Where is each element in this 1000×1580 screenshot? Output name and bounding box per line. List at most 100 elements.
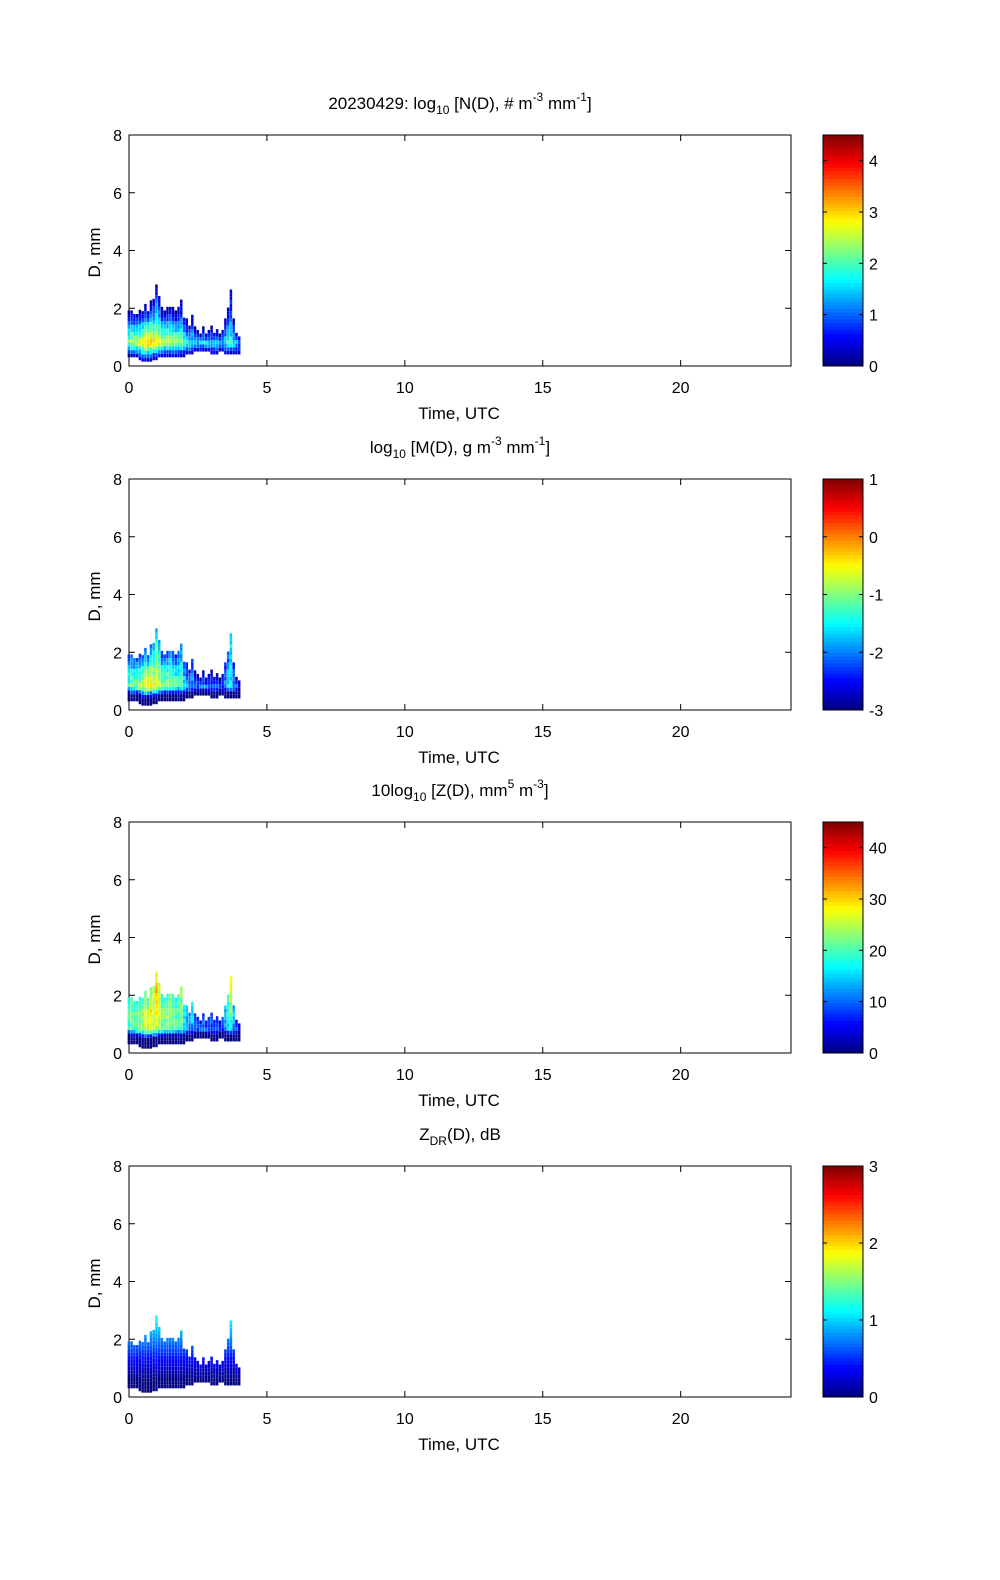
heatmap-cell: [226, 1363, 230, 1368]
heatmap-cell: [127, 353, 131, 358]
heatmap-cell: [141, 680, 144, 685]
y-axis-label: D, mm: [85, 571, 104, 621]
heatmap-cell: [157, 672, 161, 677]
heatmap-cell: [207, 1034, 211, 1039]
heatmap-cell: [146, 1349, 150, 1353]
heatmap-cell: [166, 324, 169, 329]
heatmap-cell: [191, 1001, 194, 1006]
heatmap-cell: [152, 1369, 155, 1374]
heatmap-cell: [232, 694, 235, 699]
heatmap-cell: [141, 1374, 144, 1379]
heatmap-cell: [191, 314, 194, 319]
heatmap-cell: [229, 1005, 233, 1009]
colorbar-tick-label: 20: [869, 943, 887, 960]
heatmap-cell: [144, 702, 147, 706]
heatmap-cell: [130, 317, 133, 322]
heatmap-cell: [196, 1016, 200, 1021]
colorbar-segment: [823, 160, 863, 165]
heatmap-cell: [157, 1377, 161, 1382]
heatmap-cell: [229, 983, 233, 988]
heatmap-cell: [157, 1337, 161, 1342]
colorbar-segment: [823, 540, 863, 545]
heatmap-cell: [138, 693, 142, 698]
heatmap-cell: [166, 346, 169, 351]
heatmap-cell: [202, 340, 205, 345]
heatmap-cell: [160, 683, 164, 687]
heatmap-cell: [229, 647, 233, 652]
heatmap-cell: [141, 655, 144, 659]
heatmap-cell: [160, 310, 164, 315]
heatmap-cell: [157, 665, 161, 669]
heatmap-cell: [168, 665, 172, 669]
heatmap-cell: [166, 1029, 169, 1034]
heatmap-cell: [160, 1004, 164, 1009]
heatmap-cell: [229, 987, 233, 991]
colorbar-segment: [823, 569, 863, 574]
heatmap-cell: [152, 331, 155, 335]
heatmap-cell: [152, 1362, 155, 1366]
heatmap-cell: [135, 1363, 139, 1367]
heatmap-cell: [226, 1034, 230, 1038]
heatmap-cell: [182, 1348, 186, 1353]
heatmap-cell: [160, 672, 164, 677]
heatmap-cell: [135, 1373, 139, 1378]
colorbar-segment: [823, 1267, 863, 1272]
heatmap-cell: [171, 679, 175, 684]
heatmap-cell: [144, 694, 147, 699]
heatmap-cell: [191, 1023, 194, 1028]
heatmap-cell: [180, 346, 183, 351]
heatmap-cell: [221, 344, 224, 348]
heatmap-cell: [166, 658, 169, 662]
heatmap-cell: [130, 342, 133, 347]
heatmap-cell: [141, 1023, 144, 1028]
y-axis-label: D, mm: [85, 227, 104, 277]
heatmap-cell: [221, 681, 224, 685]
heatmap-cell: [171, 335, 175, 340]
heatmap-cell: [232, 1019, 235, 1024]
heatmap-cell: [224, 340, 227, 344]
heatmap-cell: [155, 1344, 158, 1348]
title-part-title_pre: 10log: [371, 781, 413, 800]
heatmap-cell: [163, 1381, 166, 1385]
heatmap-cell: [141, 332, 144, 337]
heatmap-cell: [199, 1364, 202, 1369]
x-tick-label: 20: [672, 724, 690, 741]
title-part-title_sub: DR: [430, 1134, 448, 1148]
heatmap-cell: [135, 1384, 139, 1389]
heatmap-cell: [229, 318, 233, 322]
heatmap-cell: [155, 306, 158, 310]
heatmap-cell: [171, 1355, 175, 1360]
heatmap-cell: [141, 343, 144, 348]
heatmap-cell: [155, 1380, 158, 1385]
colorbar-segment: [823, 250, 863, 255]
title-part-title_post: [Z(D), mm: [426, 781, 507, 800]
heatmap-cell: [180, 1345, 183, 1349]
heatmap-cell: [133, 317, 136, 322]
colorbar-segment: [823, 645, 863, 650]
heatmap-cell: [166, 1022, 169, 1027]
heatmap-cell: [168, 1341, 172, 1346]
heatmap-cell: [149, 702, 153, 706]
heatmap-cell: [155, 298, 158, 303]
heatmap-cell: [149, 1345, 153, 1350]
heatmap-cell: [138, 1365, 142, 1370]
heatmap-cell: [229, 1016, 233, 1020]
heatmap-cell: [215, 343, 219, 348]
heatmap-cell: [168, 324, 172, 329]
heatmap-cell: [188, 687, 191, 692]
heatmap-cell: [182, 328, 186, 333]
heatmap-cell: [152, 1014, 155, 1019]
colorbar-segment: [823, 1038, 863, 1043]
heatmap-cell: [235, 680, 238, 685]
heatmap-cell: [185, 665, 189, 670]
heatmap-cell: [213, 1019, 216, 1024]
heatmap-cell: [160, 317, 164, 322]
heatmap-cell: [174, 317, 177, 322]
panel-title: 10log10 [Z(D), mm5 m-3]: [371, 777, 548, 804]
heatmap-cell: [138, 671, 142, 676]
heatmap-cell: [168, 1348, 172, 1353]
heatmap-cell: [149, 669, 153, 674]
heatmap-cell: [199, 677, 202, 682]
heatmap-cell: [138, 1380, 142, 1385]
heatmap-cell: [218, 1364, 222, 1369]
